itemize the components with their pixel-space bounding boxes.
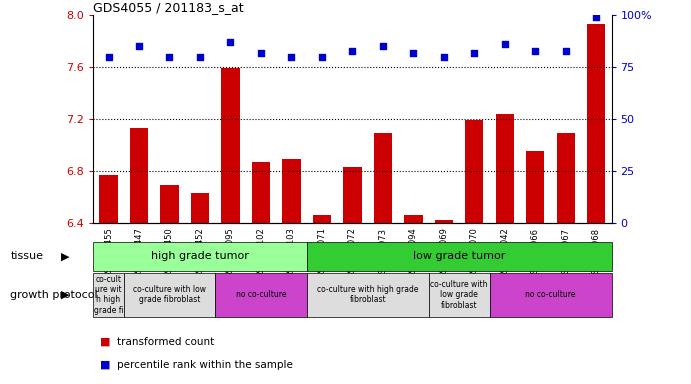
Point bbox=[286, 54, 297, 60]
Point bbox=[468, 50, 480, 56]
Bar bbox=[313, 215, 331, 223]
Text: no co-culture: no co-culture bbox=[525, 290, 576, 299]
Bar bbox=[557, 133, 575, 223]
Bar bbox=[160, 185, 179, 223]
Bar bbox=[404, 215, 422, 223]
Bar bbox=[307, 273, 428, 317]
Bar bbox=[215, 273, 307, 317]
Bar bbox=[428, 273, 490, 317]
Bar bbox=[93, 273, 124, 317]
Text: co-culture with low
grade fibroblast: co-culture with low grade fibroblast bbox=[133, 285, 206, 305]
Text: percentile rank within the sample: percentile rank within the sample bbox=[117, 360, 294, 370]
Text: no co-culture: no co-culture bbox=[236, 290, 286, 299]
Point bbox=[560, 48, 571, 54]
Bar bbox=[124, 273, 215, 317]
Text: co-culture with high grade
fibroblast: co-culture with high grade fibroblast bbox=[317, 285, 419, 305]
Point bbox=[347, 48, 358, 54]
Bar bbox=[526, 151, 545, 223]
Text: ▶: ▶ bbox=[61, 251, 70, 262]
Point bbox=[103, 54, 114, 60]
Bar bbox=[283, 159, 301, 223]
Point bbox=[164, 54, 175, 60]
Point bbox=[256, 50, 267, 56]
Point bbox=[438, 54, 449, 60]
Text: ■: ■ bbox=[100, 337, 111, 347]
Bar bbox=[100, 175, 117, 223]
Bar bbox=[252, 162, 270, 223]
Point bbox=[225, 39, 236, 45]
Text: GDS4055 / 201183_s_at: GDS4055 / 201183_s_at bbox=[93, 1, 244, 14]
Text: high grade tumor: high grade tumor bbox=[151, 251, 249, 262]
Text: ■: ■ bbox=[100, 360, 111, 370]
Point bbox=[530, 48, 541, 54]
Point bbox=[316, 54, 328, 60]
Point bbox=[591, 14, 602, 20]
Bar bbox=[435, 220, 453, 223]
Bar bbox=[307, 242, 612, 271]
Text: tissue: tissue bbox=[10, 251, 44, 262]
Point bbox=[133, 43, 144, 50]
Point bbox=[194, 54, 205, 60]
Bar bbox=[343, 167, 361, 223]
Text: co-culture with
low grade
fibroblast: co-culture with low grade fibroblast bbox=[430, 280, 488, 310]
Bar bbox=[93, 242, 307, 271]
Text: ▶: ▶ bbox=[61, 290, 70, 300]
Bar bbox=[130, 128, 148, 223]
Bar bbox=[587, 25, 605, 223]
Bar bbox=[221, 68, 240, 223]
Text: transformed count: transformed count bbox=[117, 337, 215, 347]
Bar bbox=[490, 273, 612, 317]
Bar bbox=[191, 193, 209, 223]
Text: co-cult
ure wit
h high
grade fi: co-cult ure wit h high grade fi bbox=[94, 275, 124, 315]
Point bbox=[377, 43, 388, 50]
Text: low grade tumor: low grade tumor bbox=[413, 251, 505, 262]
Bar bbox=[465, 120, 484, 223]
Text: growth protocol: growth protocol bbox=[10, 290, 98, 300]
Point bbox=[500, 41, 511, 48]
Bar bbox=[495, 114, 514, 223]
Bar bbox=[374, 133, 392, 223]
Point bbox=[408, 50, 419, 56]
